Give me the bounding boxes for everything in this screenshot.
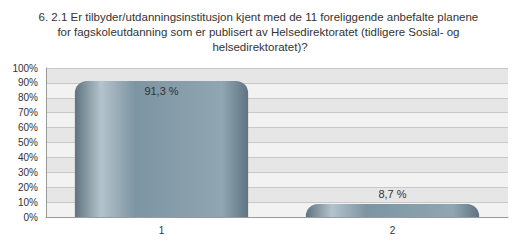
svg-text:60%: 60%	[18, 122, 38, 133]
svg-text:100%: 100%	[12, 63, 38, 74]
svg-text:2: 2	[390, 225, 396, 236]
svg-text:20%: 20%	[18, 182, 38, 193]
svg-text:30%: 30%	[18, 167, 38, 178]
svg-text:for fagskoleutdanning som er p: for fagskoleutdanning som er publisert a…	[57, 26, 462, 38]
svg-text:1: 1	[159, 225, 165, 236]
svg-text:91,3 %: 91,3 %	[144, 85, 178, 97]
svg-text:helsedirektoratet)?: helsedirektoratet)?	[212, 41, 307, 53]
svg-text:10%: 10%	[18, 197, 38, 208]
svg-text:8,7 %: 8,7 %	[378, 188, 406, 200]
svg-text:90%: 90%	[18, 77, 38, 88]
svg-text:70%: 70%	[18, 107, 38, 118]
svg-text:80%: 80%	[18, 92, 38, 103]
svg-text:50%: 50%	[18, 137, 38, 148]
svg-text:40%: 40%	[18, 152, 38, 163]
svg-text:0%: 0%	[24, 212, 39, 223]
svg-text:6. 2.1 Er tilbyder/utdanningsi: 6. 2.1 Er tilbyder/utdanningsinstitusjon…	[39, 11, 482, 23]
